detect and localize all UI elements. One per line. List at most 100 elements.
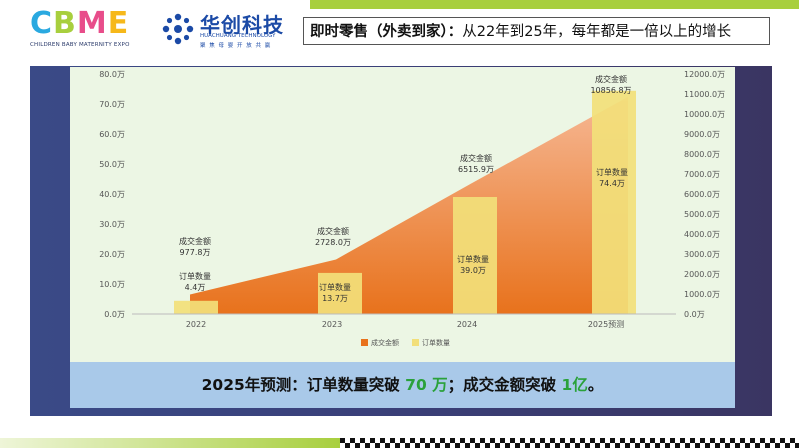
checker-square [595,443,600,448]
checker-square [370,438,375,443]
checker-square [605,438,610,443]
checker-square [440,438,445,443]
left-tick-label: 0.0万 [104,310,125,319]
checker-square [640,443,645,448]
checker-square [740,438,745,443]
checker-square [375,438,380,443]
checker-square [655,443,660,448]
checker-square [450,438,455,443]
checker-square [590,438,595,443]
checker-square [485,438,490,443]
amount-label-value: 6515.9万 [458,165,494,174]
headline-bold: 即时零售（外卖到家）： [310,24,463,40]
checker-square [630,438,635,443]
checker-square [795,438,799,443]
checker-square [795,443,799,448]
amount-area-series [189,96,629,314]
checker-square [695,438,700,443]
checker-square [415,443,420,448]
checker-square [595,438,600,443]
right-tick-label: 5000.0万 [684,210,720,219]
order-label-title: 订单数量 [179,271,211,281]
checker-square [505,443,510,448]
checker-square [780,443,785,448]
checker-square [775,438,780,443]
data-labels: 成交金额977.8万成交金额2728.0万成交金额6515.9万成交金额1085… [179,74,632,303]
checker-square [715,438,720,443]
checker-square [660,443,665,448]
slide-headline: 即时零售（外卖到家）：从22年到25年，每年都是一倍以上的增长 [303,17,770,45]
legend-label-amount: 成交金额 [371,338,399,347]
order-bar-series [174,90,636,314]
checker-square [360,443,365,448]
huachuang-emblem-icon [162,13,194,45]
right-y-axis: 0.0万 1000.0万 2000.0万 3000.0万 4000.0万 5000.0万 6… [684,70,725,319]
order-label-value: 74.4万 [599,179,625,188]
checker-square [450,443,455,448]
cbme-logo-subtitle: CHILDREN BABY MATERNITY EXPO [30,42,130,48]
legend-label-orders: 订单数量 [422,338,450,347]
order-label-title: 订单数量 [596,167,628,177]
amount-area [190,96,628,314]
checker-square [760,438,765,443]
x-tick-label: 2022 [186,320,206,329]
checker-square [785,438,790,443]
checker-square [390,443,395,448]
checker-square [635,438,640,443]
checker-square [615,438,620,443]
checker-square [445,438,450,443]
right-tick-label: 7000.0万 [684,170,720,179]
checker-square [380,443,385,448]
checker-square [420,443,425,448]
checker-square [380,438,385,443]
checker-square [550,443,555,448]
checker-square [365,443,370,448]
checker-square [525,438,530,443]
amount-label-title: 成交金额 [317,226,349,236]
checker-square [370,443,375,448]
checker-square [480,443,485,448]
checker-square [525,443,530,448]
checker-square [495,438,500,443]
checker-square [635,443,640,448]
checker-square [565,443,570,448]
checker-square [340,443,345,448]
left-tick-label: 10.0万 [99,280,125,289]
legend-swatch-orders [412,339,419,346]
checker-square [410,438,415,443]
checker-square [720,443,725,448]
checker-square [765,443,770,448]
chart-panel: 0.0万 10.0万 20.0万 30.0万 40.0万 50.0万 60.0万 70.0万 8… [70,67,735,362]
checker-square [570,443,575,448]
checker-square [555,438,560,443]
checker-square [580,443,585,448]
checker-square [490,438,495,443]
checker-square [645,438,650,443]
checker-square [785,443,790,448]
checker-square [685,443,690,448]
checker-square [655,438,660,443]
checker-square [560,438,565,443]
right-tick-label: 8000.0万 [684,150,720,159]
left-tick-label: 20.0万 [99,250,125,259]
x-tick-label: 2025预测 [588,319,624,329]
checker-square [720,438,725,443]
checker-square [520,443,525,448]
cbme-letter: E [107,6,129,41]
checker-square [625,443,630,448]
checker-square [435,438,440,443]
left-tick-label: 50.0万 [99,160,125,169]
checker-square [520,438,525,443]
left-y-axis: 0.0万 10.0万 20.0万 30.0万 40.0万 50.0万 60.0万 70.0万 8… [99,70,125,319]
amount-label-value: 977.8万 [180,248,211,257]
checker-square [610,443,615,448]
checker-square [475,443,480,448]
checker-square [730,438,735,443]
combo-chart: 0.0万 10.0万 20.0万 30.0万 40.0万 50.0万 60.0万 70.0万 8… [99,70,725,347]
checker-square [430,443,435,448]
order-bar [453,197,497,314]
checker-square [455,438,460,443]
checker-square [460,438,465,443]
